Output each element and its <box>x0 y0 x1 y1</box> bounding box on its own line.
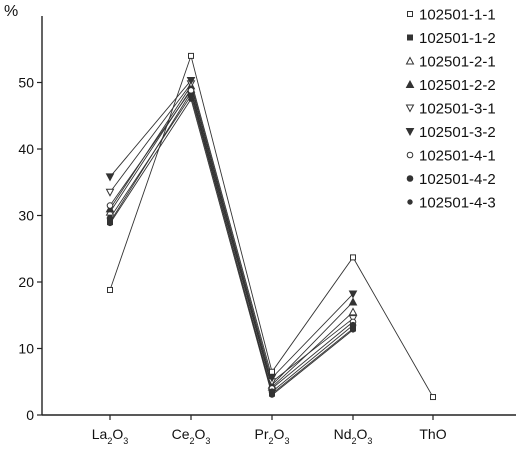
data-point-102501-4-1 <box>187 87 195 94</box>
series-line-102501-1-1 <box>109 54 434 398</box>
y-tick-label: 40 <box>18 141 34 157</box>
y-tick-label: 20 <box>18 274 34 290</box>
legend-label: 102501-3-1 <box>419 101 496 118</box>
legend-marker <box>407 34 413 41</box>
series-line-102501-4-3 <box>109 98 354 396</box>
data-point-102501-1-1 <box>107 286 113 293</box>
legend-label: 102501-1-2 <box>419 30 496 47</box>
data-point-102501-1-1 <box>269 368 275 375</box>
data-point-102501-1-1 <box>350 254 356 261</box>
legend-label: 102501-3-2 <box>419 124 496 141</box>
data-point-102501-2-2 <box>348 297 358 306</box>
data-point-102501-4-1 <box>106 202 114 209</box>
legend-label: 102501-4-1 <box>419 148 496 165</box>
data-point-102501-3-2 <box>267 374 277 383</box>
legend-marker <box>407 199 413 205</box>
legend-marker <box>406 151 414 159</box>
legend-label: 102501-1-1 <box>419 7 496 24</box>
legend-marker <box>406 175 414 182</box>
series-markers <box>105 52 436 401</box>
y-tick-label: 10 <box>18 341 34 357</box>
legend-marker <box>405 56 415 65</box>
legend-marker <box>407 11 413 17</box>
series-line-102501-3-2 <box>109 79 354 379</box>
legend-label: 102501-4-3 <box>419 195 496 212</box>
data-point-102501-3-2 <box>105 173 115 182</box>
y-tick-label: 30 <box>18 208 34 224</box>
legend-label: 102501-2-2 <box>419 77 496 94</box>
series-line-102501-4-2 <box>109 94 354 393</box>
data-point-102501-4-2 <box>106 214 114 222</box>
x-tick-label: Pr2O3 <box>255 426 290 444</box>
y-axis-unit-label: % <box>4 3 18 20</box>
data-point-102501-2-1 <box>348 307 358 316</box>
data-point-102501-4-3 <box>350 327 356 333</box>
series-lines <box>109 54 434 398</box>
data-point-102501-3-1 <box>105 188 115 197</box>
legend-marker <box>405 104 415 113</box>
x-tick-label: La2O3 <box>92 426 129 444</box>
legend-label: 102501-2-1 <box>419 54 496 71</box>
data-point-102501-4-3 <box>188 96 194 102</box>
series-line-102501-4-1 <box>109 89 354 390</box>
x-tick-label: Ce2O3 <box>172 426 211 444</box>
data-point-102501-1-1 <box>430 394 436 401</box>
y-ticks: 0 10 20 30 40 50 <box>18 75 42 423</box>
data-point-102501-3-2 <box>186 77 196 86</box>
x-tick-label: Nd2O3 <box>334 426 373 444</box>
data-point-102501-4-3 <box>107 220 113 227</box>
data-point-102501-1-1 <box>188 52 194 59</box>
series-line-102501-3-1 <box>109 82 354 383</box>
legend-label: 102501-4-2 <box>419 171 496 188</box>
legend-marker <box>405 79 415 88</box>
x-tick-label: ThO <box>419 426 446 442</box>
legend: 102501-1-1 102501-1-2 102501-2-1 102501-2-2… <box>405 7 496 212</box>
y-tick-label: 0 <box>26 407 34 423</box>
y-tick-label: 50 <box>18 75 34 91</box>
legend-marker <box>405 128 415 137</box>
series-line-102501-2-2 <box>109 84 354 386</box>
x-ticks: La2O3 Ce2O3 Pr2O3 Nd2O3 ThO <box>92 415 447 446</box>
data-point-102501-3-2 <box>348 290 358 299</box>
data-point-102501-4-3 <box>269 392 275 398</box>
